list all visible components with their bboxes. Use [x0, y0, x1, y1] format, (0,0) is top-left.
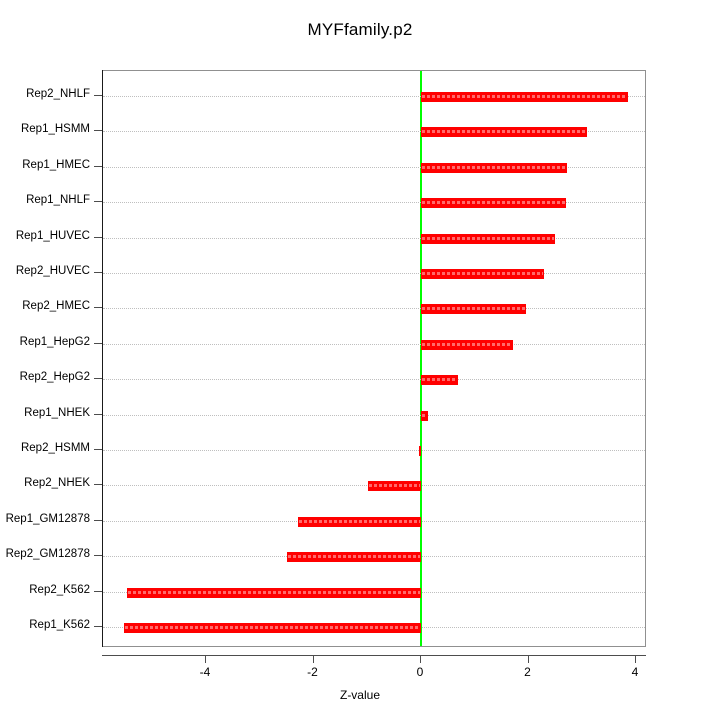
bar [421, 410, 428, 421]
y-tick-label: Rep2_HSMM [20, 442, 90, 454]
y-tick-mark [94, 449, 102, 450]
x-tick-mark [527, 655, 529, 663]
y-tick-label: Rep1_HSMM [20, 123, 90, 136]
x-tick-mark [635, 655, 636, 663]
x-tick-label: -2 [307, 665, 318, 679]
plot-area [103, 71, 645, 646]
y-tick-label: Rep2_K562 [29, 583, 90, 596]
y-tick-mark [94, 519, 102, 521]
y-tick-label: Rep2_HMEC [22, 300, 90, 313]
bar [421, 375, 458, 386]
y-tick-mark [94, 590, 102, 592]
gridline [103, 308, 645, 310]
bar [287, 552, 421, 563]
bar [126, 587, 421, 598]
x-axis-spine [102, 655, 646, 656]
gridline [103, 343, 645, 345]
gridline [103, 450, 645, 451]
gridline [103, 96, 645, 97]
bar [421, 269, 544, 279]
y-tick-label: Rep2_NHLF [26, 88, 90, 100]
y-tick-mark [94, 130, 102, 132]
gridline [103, 237, 645, 239]
gridline [103, 414, 645, 416]
x-tick-mark [312, 655, 314, 663]
y-tick-label: Rep2_NHEK [24, 477, 90, 490]
y-tick-label: Rep1_HepG2 [19, 335, 90, 348]
y-tick-mark [94, 555, 102, 557]
bar [367, 481, 421, 492]
y-tick-label: Rep1_K562 [29, 619, 90, 631]
bar [421, 233, 556, 244]
y-tick-mark [94, 413, 102, 415]
y-tick-label: Rep1_NHEK [24, 406, 90, 419]
y-tick-label: Rep2_HepG2 [19, 371, 90, 384]
bar [421, 127, 587, 138]
bar [421, 304, 526, 315]
x-axis-title: Z-value [339, 688, 380, 702]
y-tick-mark [94, 626, 102, 627]
x-tick-label: -4 [199, 665, 211, 679]
gridline [103, 131, 645, 133]
x-tick-mark [420, 655, 421, 663]
y-tick-label: Rep1_HUVEC [15, 229, 90, 242]
plot-frame [102, 70, 646, 647]
y-tick-mark [94, 165, 102, 167]
gridline [103, 202, 645, 204]
bar [297, 516, 421, 527]
zero-reference-line [420, 71, 422, 646]
x-tick-mark [205, 655, 206, 663]
x-tick-label: 4 [631, 665, 639, 679]
y-tick-mark [94, 307, 102, 309]
y-tick-label: Rep2_GM12878 [5, 548, 90, 561]
x-tick-label: 2 [524, 665, 531, 679]
bar [123, 623, 421, 633]
y-tick-mark [94, 201, 102, 203]
bar [419, 446, 421, 456]
y-tick-mark [94, 484, 102, 486]
y-tick-mark [94, 342, 102, 344]
y-tick-mark [94, 378, 102, 380]
y-tick-mark [94, 272, 102, 273]
y-tick-label: Rep1_NHLF [26, 194, 90, 207]
y-tick-label: Rep1_GM12878 [5, 512, 90, 525]
gridline [103, 166, 645, 168]
y-axis-spine [102, 70, 103, 647]
chart-title: MYFfamily.p2 [307, 20, 413, 39]
x-tick-label: 0 [416, 665, 424, 679]
y-tick-mark [94, 236, 102, 238]
bar [421, 92, 628, 102]
gridline [103, 273, 645, 274]
gridline [103, 379, 645, 381]
y-tick-label: Rep1_HMEC [22, 158, 90, 171]
y-tick-mark [94, 95, 102, 96]
bar [421, 198, 567, 209]
y-tick-label: Rep2_HUVEC [15, 265, 90, 277]
bar [421, 162, 568, 173]
bar [421, 339, 514, 350]
